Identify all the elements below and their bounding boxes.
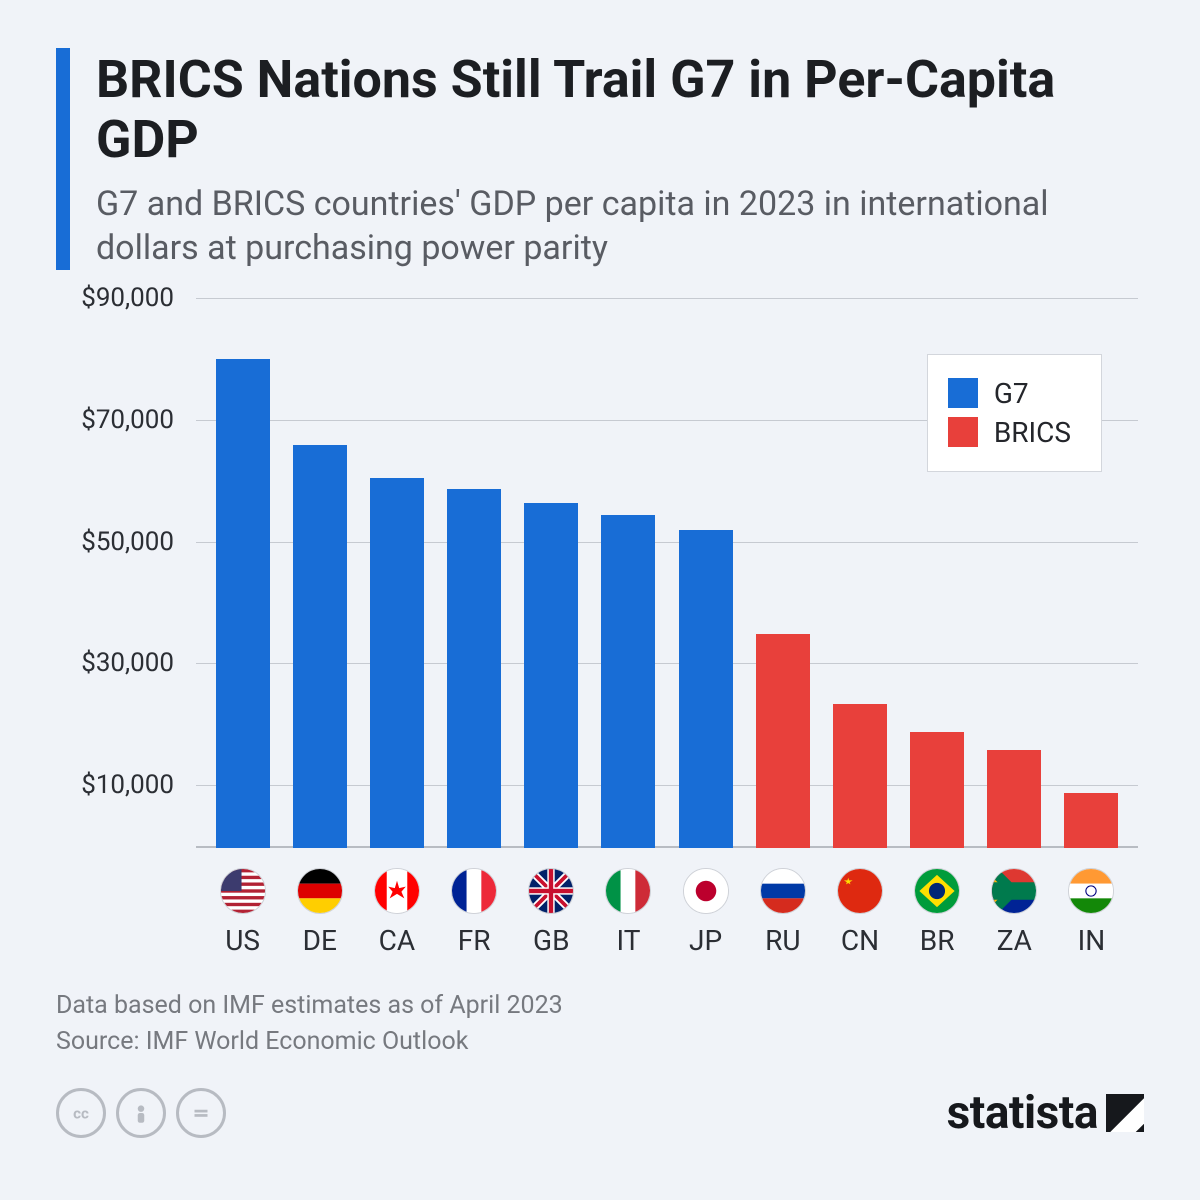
- flag-icon-it: [605, 868, 651, 914]
- legend-item: BRICS: [948, 416, 1071, 449]
- bar-de: [293, 445, 347, 848]
- country-code: CA: [379, 924, 416, 957]
- nd-icon: [176, 1088, 226, 1138]
- bar-column: [358, 298, 435, 848]
- x-axis-labels: US DE CA FR GB IT JP RU CN BR ZA IN: [196, 858, 1138, 968]
- country-code: IT: [616, 924, 640, 957]
- brand-text: statista: [947, 1086, 1098, 1140]
- bar-column: [744, 298, 821, 848]
- footnote-line-2: Source: IMF World Economic Outlook: [56, 1024, 1144, 1060]
- footnotes: Data based on IMF estimates as of April …: [56, 988, 1144, 1061]
- bar-in: [1064, 793, 1118, 848]
- legend-item: G7: [948, 377, 1071, 410]
- legend-swatch: [948, 417, 978, 447]
- x-label-column: RU: [744, 858, 821, 968]
- flag-icon-cn: [837, 868, 883, 914]
- x-label-column: DE: [281, 858, 358, 968]
- bar-it: [601, 515, 655, 848]
- bar-ru: [756, 634, 810, 848]
- cc-icon: cc: [56, 1088, 106, 1138]
- bar-za: [987, 750, 1041, 848]
- x-label-column: ZA: [976, 858, 1053, 968]
- chart: $10,000$30,000$50,000$70,000$90,000 G7BR…: [66, 298, 1144, 968]
- bar-jp: [679, 530, 733, 848]
- x-label-column: GB: [513, 858, 590, 968]
- country-code: JP: [689, 924, 722, 957]
- license-icons: cc: [56, 1088, 226, 1138]
- country-code: IN: [1078, 924, 1106, 957]
- flag-icon-fr: [451, 868, 497, 914]
- x-label-column: IN: [1053, 858, 1130, 968]
- country-code: CN: [841, 924, 879, 957]
- brand-mark-icon: [1106, 1094, 1144, 1132]
- legend-swatch: [948, 378, 978, 408]
- bar-ca: [370, 478, 424, 848]
- x-label-column: BR: [899, 858, 976, 968]
- country-code: FR: [458, 924, 491, 957]
- y-tick-label: $50,000: [66, 527, 186, 557]
- bar-column: [590, 298, 667, 848]
- country-code: ZA: [997, 924, 1032, 957]
- header: BRICS Nations Still Trail G7 in Per-Capi…: [56, 48, 1144, 270]
- bar-column: [436, 298, 513, 848]
- bar-column: [513, 298, 590, 848]
- bar-cn: [833, 704, 887, 848]
- country-code: DE: [303, 924, 337, 957]
- y-tick-label: $10,000: [66, 770, 186, 800]
- bar-column: [281, 298, 358, 848]
- y-tick-label: $30,000: [66, 648, 186, 678]
- x-label-column: US: [204, 858, 281, 968]
- bar-column: [667, 298, 744, 848]
- flag-icon-br: [914, 868, 960, 914]
- flag-icon-ca: [374, 868, 420, 914]
- header-accent-bar: [56, 48, 70, 270]
- flag-icon-in: [1068, 868, 1114, 914]
- chart-title: BRICS Nations Still Trail G7 in Per-Capi…: [96, 50, 1144, 170]
- bar-column: [204, 298, 281, 848]
- x-label-column: IT: [590, 858, 667, 968]
- y-tick-label: $90,000: [66, 283, 186, 313]
- bar-fr: [447, 489, 501, 848]
- header-text: BRICS Nations Still Trail G7 in Per-Capi…: [96, 48, 1144, 270]
- bar-gb: [524, 503, 578, 848]
- country-code: RU: [765, 924, 800, 957]
- flag-icon-gb: [528, 868, 574, 914]
- bar-column: [821, 298, 898, 848]
- flag-icon-za: [991, 868, 1037, 914]
- country-code: BR: [920, 924, 955, 957]
- country-code: US: [225, 924, 260, 957]
- flag-icon-ru: [760, 868, 806, 914]
- brand-logo: statista: [947, 1086, 1144, 1140]
- x-label-column: CA: [358, 858, 435, 968]
- legend-label: BRICS: [994, 416, 1071, 449]
- svg-text:cc: cc: [73, 1105, 89, 1123]
- by-icon: [116, 1088, 166, 1138]
- flag-icon-de: [297, 868, 343, 914]
- x-label-column: FR: [436, 858, 513, 968]
- bar-br: [910, 732, 964, 848]
- x-label-column: JP: [667, 858, 744, 968]
- flag-icon-jp: [683, 868, 729, 914]
- footer: cc statista: [56, 1086, 1144, 1140]
- y-tick-label: $70,000: [66, 405, 186, 435]
- plot-area: $10,000$30,000$50,000$70,000$90,000 G7BR…: [196, 298, 1138, 848]
- legend: G7 BRICS: [927, 354, 1102, 472]
- country-code: GB: [533, 924, 570, 957]
- footnote-line-1: Data based on IMF estimates as of April …: [56, 988, 1144, 1024]
- x-label-column: CN: [821, 858, 898, 968]
- flag-icon-us: [220, 868, 266, 914]
- legend-label: G7: [994, 377, 1029, 410]
- bar-us: [216, 359, 270, 848]
- chart-subtitle: G7 and BRICS countries' GDP per capita i…: [96, 182, 1144, 270]
